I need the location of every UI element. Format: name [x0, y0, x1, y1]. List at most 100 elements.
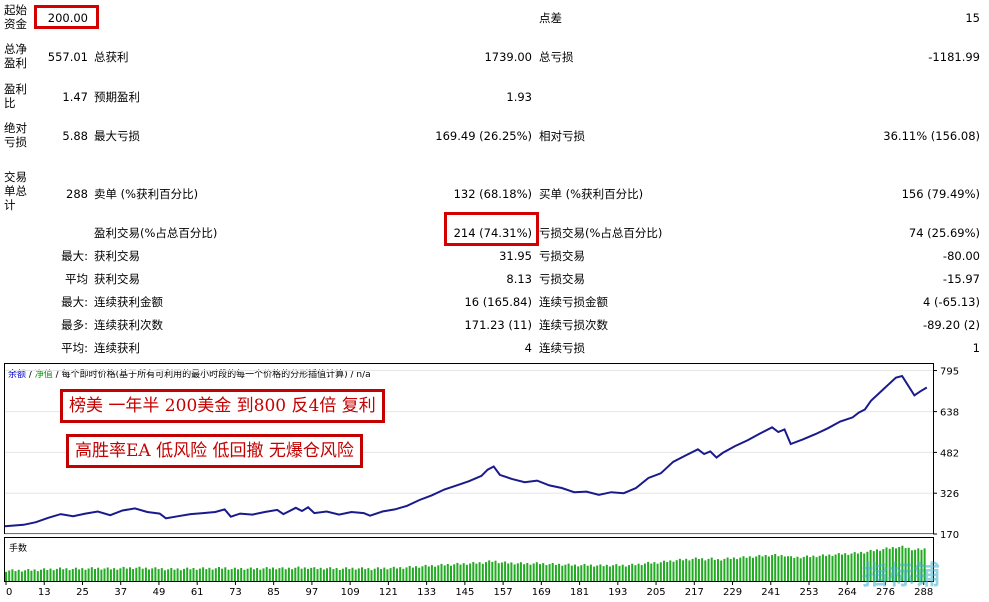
- volume-bar: [43, 568, 46, 581]
- volume-bar: [348, 569, 351, 581]
- volume-bar: [558, 563, 561, 581]
- largest-loss-label: 亏损交易: [539, 249, 585, 263]
- volume-bar: [230, 569, 233, 581]
- volume-bar: [650, 563, 653, 581]
- volume-bar: [208, 567, 211, 581]
- long-positions-value: 156 (79.49%): [901, 187, 980, 201]
- volume-bar: [287, 567, 290, 581]
- volume-bar: [462, 563, 465, 581]
- chart-legend: 余额 / 净值 / 每个即时价格(基于所有可利用的最小时段的每一个价格的分形插值…: [8, 368, 371, 380]
- volume-bar: [589, 564, 592, 581]
- volume-bar: [739, 557, 742, 581]
- volume-bar: [116, 569, 119, 581]
- volume-bar: [596, 565, 599, 581]
- volume-bar: [663, 560, 665, 581]
- volume-bar: [100, 569, 103, 581]
- volume-bar: [361, 567, 363, 581]
- volume-bar: [370, 570, 373, 581]
- volume-bar: [802, 556, 805, 581]
- volume-bar: [818, 555, 821, 581]
- max-consecutive-win-label: 连续获利金额: [94, 295, 163, 309]
- volume-bar: [729, 559, 732, 581]
- volume-bar: [294, 567, 297, 581]
- volume-bar: [122, 566, 125, 581]
- volume-bar: [430, 565, 433, 581]
- total-net-profit-label: 总净 盈利: [4, 42, 27, 70]
- volume-bar: [192, 568, 195, 581]
- max-consecutive-count-loss-value: -89.20 (2): [922, 318, 980, 332]
- volume-bar: [160, 568, 163, 581]
- x-tick-label: 241: [761, 587, 780, 598]
- largest-prefix: 最大:: [61, 249, 88, 263]
- volume-bar: [653, 562, 656, 581]
- volume-bar: [68, 570, 71, 581]
- volume-bar: [771, 555, 774, 581]
- volume-bar: [491, 561, 494, 581]
- volume-bar: [707, 558, 710, 581]
- x-tick-label: 37: [114, 587, 127, 598]
- volume-bar: [40, 569, 42, 581]
- volume-bar: [396, 568, 398, 581]
- volume-bar: [170, 568, 173, 581]
- balance-line: [4, 374, 928, 528]
- volume-bar: [904, 548, 907, 581]
- max-consecutive-loss-label: 连续亏损金额: [539, 295, 608, 309]
- volume-bar: [500, 562, 503, 581]
- volume-bar: [49, 568, 52, 581]
- initial-deposit-highlight: [34, 5, 99, 29]
- volume-bar: [787, 556, 789, 581]
- volume-bar: [132, 569, 135, 581]
- volume-bar: [624, 566, 627, 581]
- volume-bar: [844, 553, 847, 581]
- annotation-growth: 榜美 一年半 200美金 到800 反4倍 复利: [60, 389, 385, 423]
- long-positions-label: 买单 (%获利百分比): [539, 187, 644, 201]
- volume-bar: [36, 571, 39, 581]
- volume-bar: [704, 560, 707, 581]
- volume-bar: [895, 548, 897, 581]
- volume-bar: [399, 567, 402, 581]
- watermark-text: 指标铺: [862, 561, 941, 591]
- volume-bar: [637, 563, 640, 581]
- volume-bar: [59, 567, 61, 581]
- volume-bar: [313, 567, 316, 581]
- volume-bar: [55, 568, 58, 581]
- volume-bar: [755, 556, 758, 581]
- volume-bar: [796, 556, 799, 581]
- volume-bar: [81, 568, 84, 581]
- volume-bar: [453, 564, 456, 581]
- volume-bar: [504, 561, 507, 581]
- volume-bar: [252, 569, 255, 581]
- volume-bar: [33, 569, 36, 581]
- volume-bar: [643, 563, 646, 581]
- volume-bar: [659, 562, 662, 581]
- profit-factor-label: 盈利比: [4, 82, 27, 110]
- volume-bar: [307, 568, 309, 581]
- volume-bar: [392, 566, 395, 581]
- x-tick-label: 145: [455, 587, 474, 598]
- volume-bar: [135, 567, 138, 581]
- volume-bar: [507, 563, 510, 581]
- volume-bar: [898, 547, 901, 581]
- volume-bar: [669, 560, 672, 581]
- volume-bar: [275, 569, 278, 581]
- volume-bar: [879, 550, 882, 581]
- volume-bar: [383, 567, 386, 581]
- volume-bar: [640, 565, 643, 581]
- spread-value: 15: [965, 11, 980, 25]
- volume-bar: [380, 569, 383, 581]
- volume-bar: [173, 569, 176, 581]
- loss-trades-value: 74 (25.69%): [908, 226, 980, 240]
- volume-bar: [62, 569, 65, 581]
- volume-bar: [777, 556, 780, 581]
- largest-profit-value: 31.95: [499, 249, 532, 263]
- volume-bar: [539, 564, 541, 581]
- volume-bar: [205, 569, 208, 581]
- volume-bar: [202, 567, 205, 581]
- volume-bar: [446, 564, 449, 581]
- volume-bar: [828, 554, 831, 581]
- volume-bar: [335, 568, 338, 581]
- volume-bar: [65, 568, 68, 581]
- volume-bar: [513, 564, 516, 581]
- volume-bar: [440, 563, 443, 581]
- volume-bar: [341, 568, 344, 581]
